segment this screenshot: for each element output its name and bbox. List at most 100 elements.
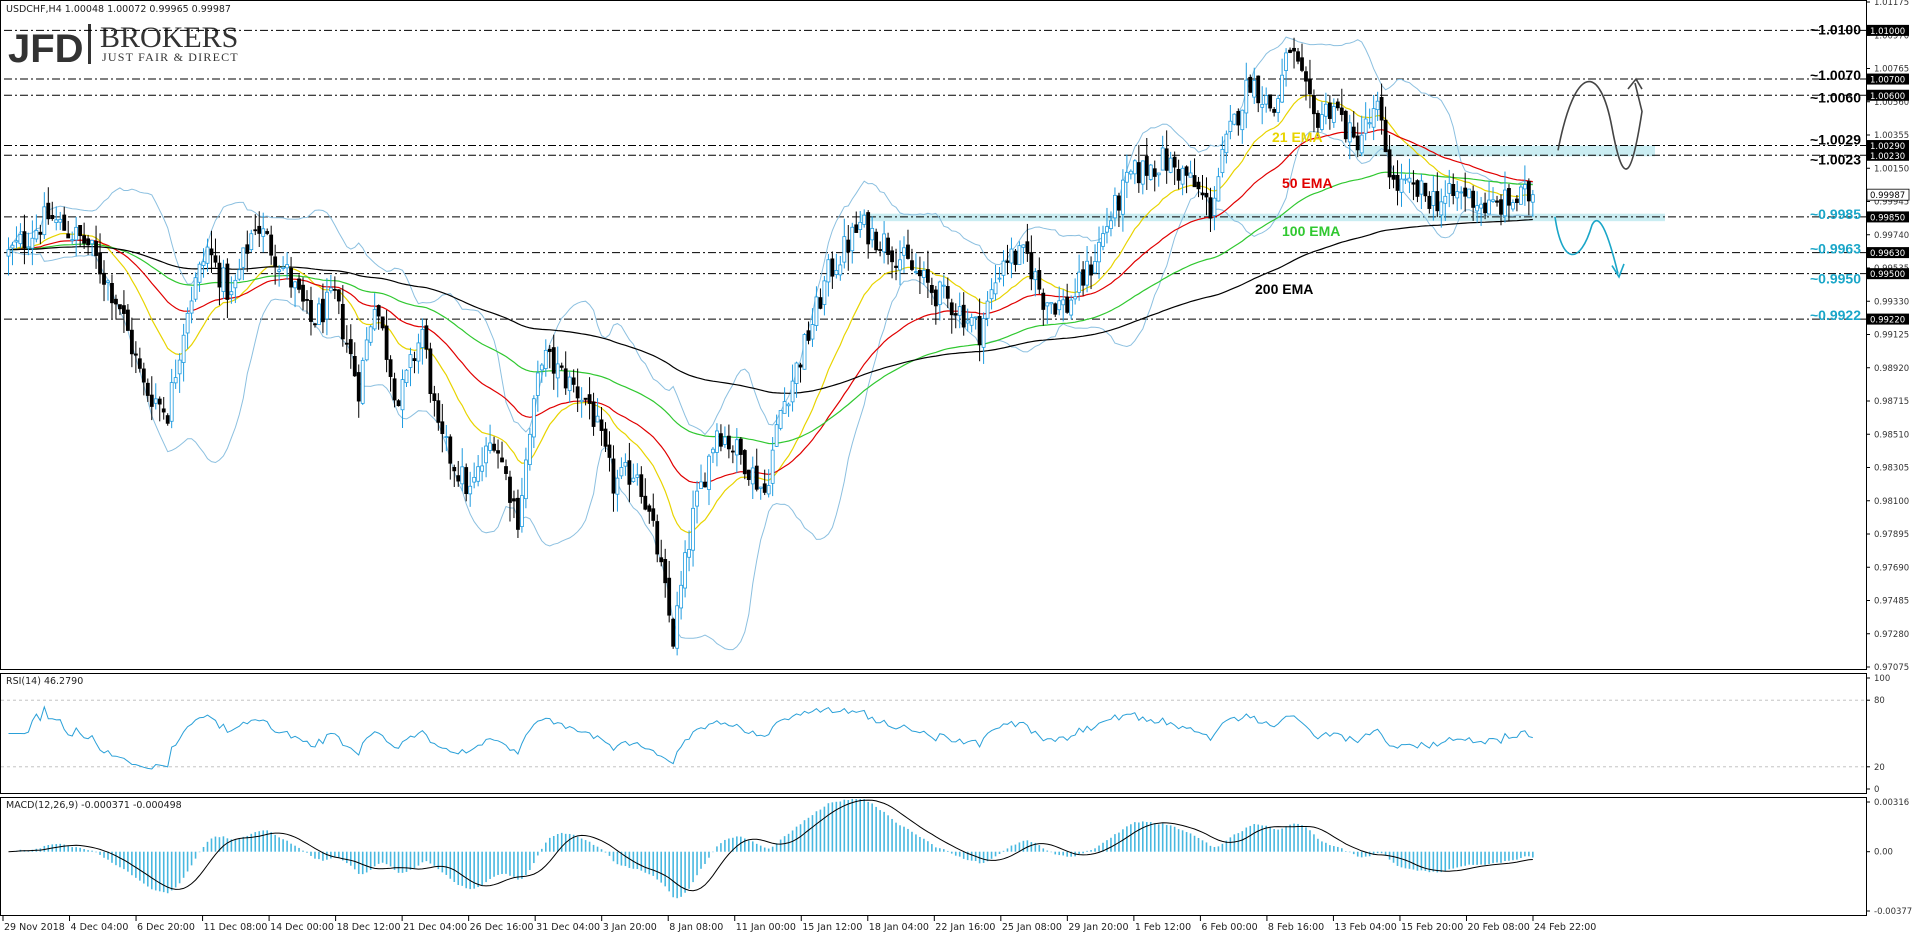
time-tick-label: 11 Jan 00:00 xyxy=(736,922,796,933)
candle-body xyxy=(1017,245,1022,265)
candle-body xyxy=(683,552,687,589)
candle-body xyxy=(1447,183,1452,194)
candle-body xyxy=(1105,226,1109,233)
candle-body xyxy=(50,215,55,220)
price-box-bg xyxy=(1867,268,1909,280)
candle-body xyxy=(989,289,994,300)
time-tick-label: 20 Feb 08:00 xyxy=(1467,922,1529,933)
candle-body xyxy=(1156,172,1161,176)
candle-body xyxy=(1121,179,1125,215)
candle-body xyxy=(1041,292,1046,310)
candle-body xyxy=(699,481,703,489)
candle-body xyxy=(420,329,425,348)
candle-body xyxy=(1168,157,1173,173)
candle-body xyxy=(189,300,194,314)
resistance-level-2-price-box: 1.00600 xyxy=(1867,89,1909,102)
time-tick-label: 25 Jan 08:00 xyxy=(1002,922,1062,933)
candle-body xyxy=(1268,94,1273,109)
candle-body xyxy=(1304,71,1308,82)
candle-body xyxy=(488,442,492,451)
candle-body xyxy=(1073,296,1078,300)
time-tick-label: 1 Feb 12:00 xyxy=(1135,922,1191,933)
candle-body xyxy=(834,270,839,275)
candle-body xyxy=(1411,182,1416,185)
candle-body xyxy=(321,298,325,323)
candle-body xyxy=(153,398,158,404)
candle-body xyxy=(197,263,202,283)
candle-body xyxy=(512,498,516,502)
candle-body xyxy=(1351,126,1356,138)
candle-body xyxy=(1443,195,1448,204)
candle-body xyxy=(424,325,429,350)
candle-body xyxy=(436,400,441,423)
candle-body xyxy=(201,261,206,266)
candle-body xyxy=(623,461,628,467)
ema-label-200-ema: 200 EMA xyxy=(1255,281,1313,297)
candle-body xyxy=(1499,199,1503,215)
candle-body xyxy=(1005,260,1010,263)
candle-body xyxy=(106,280,110,283)
candle-body xyxy=(1224,133,1229,154)
time-tick-label: 29 Nov 2018 xyxy=(4,922,65,933)
candle-body xyxy=(317,303,321,325)
candle-body xyxy=(1057,300,1062,311)
price-tick-label: 1.00150 xyxy=(1874,164,1909,174)
candle-body xyxy=(1244,79,1249,114)
candle-body xyxy=(14,240,19,243)
price-box-text: 1.00700 xyxy=(1870,76,1905,86)
price-box-bg xyxy=(1867,140,1909,152)
candle-body xyxy=(261,228,266,237)
price-axis: 1.01175 1.00970 1.00765 1.00560 1.00355 1.001… xyxy=(1866,0,1909,673)
candle-body xyxy=(1423,182,1428,197)
rsi-tick-label: 100 xyxy=(1874,674,1890,684)
candle-body xyxy=(1037,270,1042,290)
candle-body xyxy=(110,282,114,304)
candle-body xyxy=(750,467,755,485)
candle-body xyxy=(1359,134,1364,154)
price-tick-label: 0.99740 xyxy=(1874,231,1909,241)
candle-body xyxy=(1276,98,1281,113)
candle-body xyxy=(1292,47,1296,52)
candle-body xyxy=(181,334,186,363)
candle-body xyxy=(1347,122,1352,143)
bollinger-upper xyxy=(8,36,1533,436)
candle-body xyxy=(309,300,313,322)
logo-brand: JFD xyxy=(8,27,84,71)
candle-body xyxy=(555,363,560,379)
candle-body xyxy=(1507,188,1511,206)
candle-body xyxy=(707,455,711,490)
candle-body xyxy=(961,304,966,328)
candle-body xyxy=(313,323,317,326)
candle-body xyxy=(1140,160,1145,185)
candle-body xyxy=(846,239,851,253)
price-tick-label: 0.98715 xyxy=(1874,397,1909,407)
candle-body xyxy=(26,246,31,249)
candle-body xyxy=(802,334,807,370)
price-box-text: 1.00230 xyxy=(1870,152,1905,162)
time-tick-label: 22 Jan 16:00 xyxy=(935,922,995,933)
candle-body xyxy=(1160,147,1165,171)
ema-200-line xyxy=(8,218,1533,394)
candle-body xyxy=(1025,241,1030,254)
candle-body xyxy=(746,469,751,480)
logo-tagline: JUST FAIR & DIRECT xyxy=(102,50,239,64)
candle-body xyxy=(631,477,636,483)
candle-body xyxy=(129,329,134,355)
candle-body xyxy=(400,379,405,411)
candle-body xyxy=(1101,233,1105,247)
time-tick-label: 11 Dec 08:00 xyxy=(204,922,268,933)
candle-body xyxy=(524,459,528,500)
ema-50-line xyxy=(8,129,1533,484)
candle-body xyxy=(1316,112,1320,128)
candle-body xyxy=(539,364,544,371)
candle-body xyxy=(1132,160,1137,175)
candle-body xyxy=(906,244,910,259)
candle-body xyxy=(1403,178,1408,181)
candle-body xyxy=(520,495,524,527)
candle-body xyxy=(205,246,210,264)
logo-name: BROKERS xyxy=(100,21,238,54)
candle-body xyxy=(297,278,301,290)
candle-body xyxy=(1439,201,1444,216)
price-box-bg xyxy=(1867,247,1909,259)
